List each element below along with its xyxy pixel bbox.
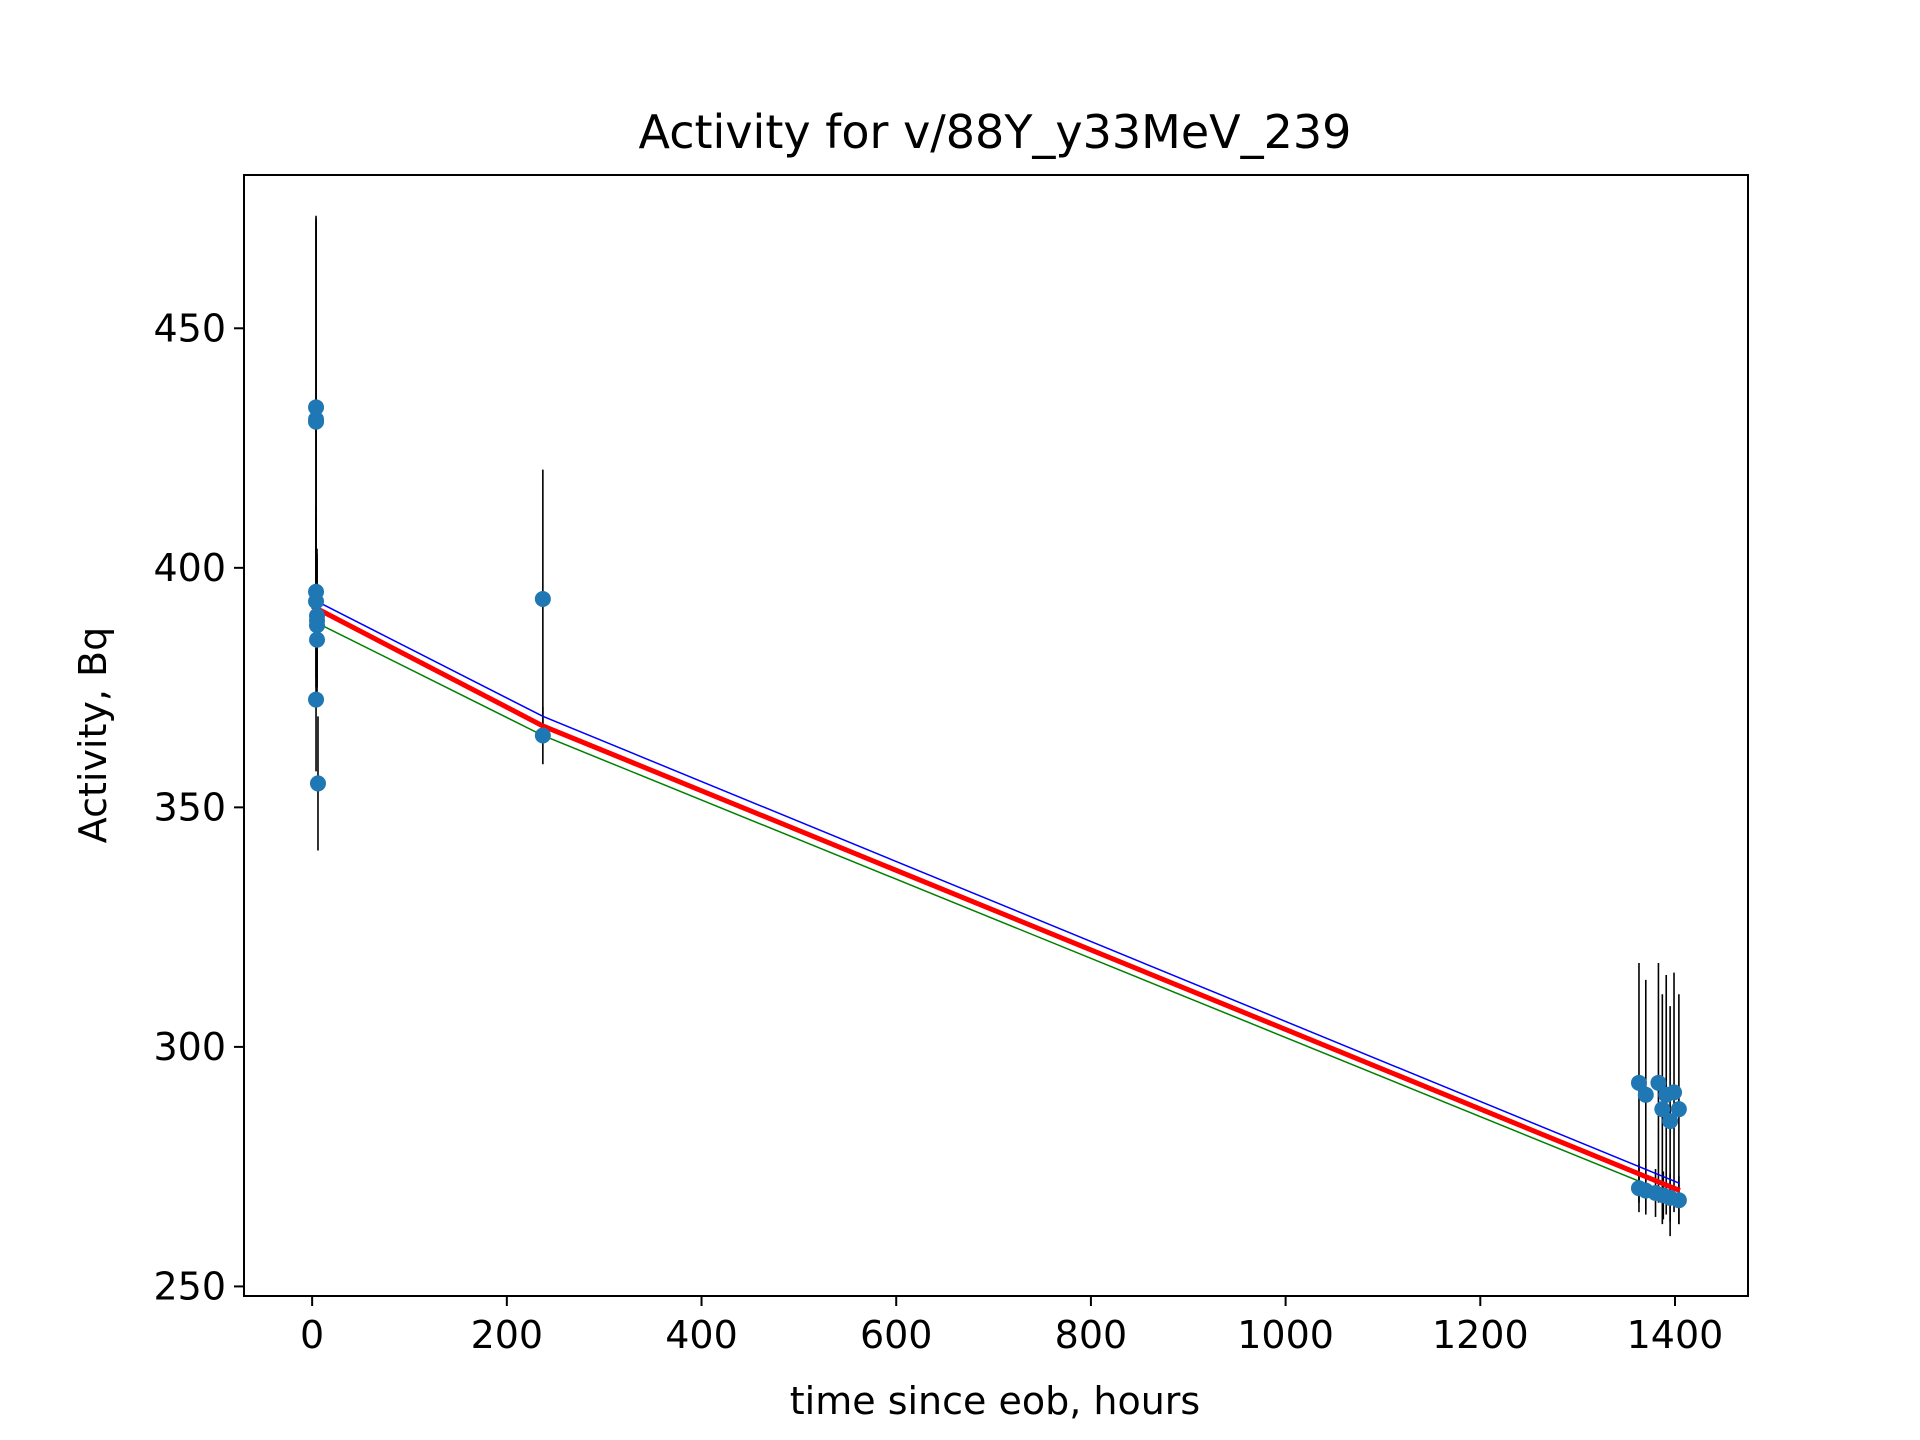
data-point [1662,1113,1679,1130]
data-point [308,399,325,416]
x-axis-label: time since eob, hours [790,1379,1200,1423]
y-axis-label: Activity, Bq [71,627,115,843]
plot-frame [243,174,1749,1297]
y-tick-label: 250 [153,1264,226,1308]
data-point [309,631,326,648]
data-point [309,617,326,634]
data-point [1670,1101,1687,1118]
data-point [1637,1086,1654,1103]
x-tick-label: 800 [1055,1313,1128,1357]
x-tick-label: 1400 [1627,1313,1724,1357]
x-tick-label: 200 [471,1313,544,1357]
x-axis: 0 200 400 600 800 1000 1200 1400 [300,1296,1723,1357]
data-point [1670,1192,1687,1209]
data-point [534,590,551,607]
data-point [309,775,326,792]
data-point [1650,1074,1667,1091]
data-point [534,727,551,744]
data-point [308,593,325,610]
y-tick-label: 400 [153,546,226,590]
y-axis: 250 300 350 400 450 [153,306,244,1308]
data-point [1666,1084,1683,1101]
x-tick-label: 1000 [1237,1313,1334,1357]
plot-area [308,215,1687,1237]
data-point [308,413,325,430]
data-point [1630,1074,1647,1091]
x-tick-label: 400 [665,1313,738,1357]
fit-upper-line [311,598,1681,1185]
data-point [1654,1101,1671,1118]
x-tick-label: 1200 [1432,1313,1529,1357]
y-tick-label: 450 [153,306,226,350]
data-point [308,691,325,708]
y-tick-label: 300 [153,1025,226,1069]
chart-title: Activity for v/88Y_y33MeV_239 [639,105,1352,159]
x-tick-label: 600 [860,1313,933,1357]
x-tick-label: 0 [300,1313,324,1357]
fit-line [310,603,1681,1193]
y-tick-label: 350 [153,785,226,829]
